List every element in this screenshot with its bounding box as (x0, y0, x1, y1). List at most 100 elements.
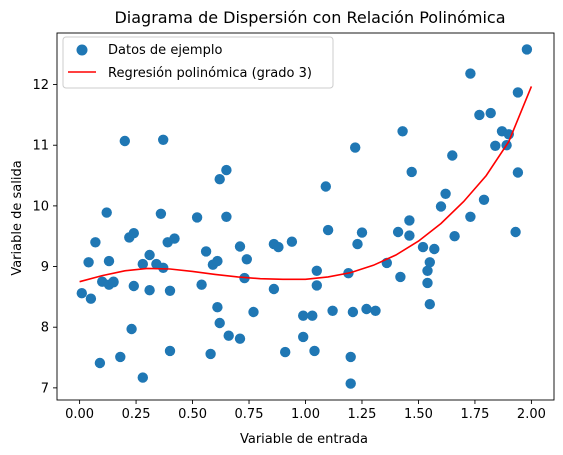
scatter-point (234, 241, 246, 252)
scatter-point (164, 285, 176, 296)
scatter-point (311, 265, 322, 276)
scatter-point (103, 255, 115, 267)
scatter-point (424, 299, 435, 310)
legend-frame (62, 36, 334, 89)
scatter-point (119, 135, 130, 147)
scatter-point (512, 87, 524, 98)
scatter-point (474, 109, 485, 121)
scatter-point (221, 164, 232, 176)
scatter-point (350, 142, 361, 153)
scatter-point (490, 140, 501, 151)
scatter-point (241, 254, 252, 265)
x-tick-label: 0.50 (178, 407, 207, 422)
scatter-point (521, 44, 533, 55)
scatter-point (395, 271, 406, 283)
y-tick-label: 12 (32, 78, 49, 93)
scatter-point (449, 231, 460, 242)
scatter-point (361, 303, 372, 315)
scatter-point (429, 243, 440, 255)
scatter-point (356, 227, 368, 238)
scatter-point (268, 283, 280, 295)
x-tick-label: 0.00 (65, 407, 94, 422)
scatter-point (137, 372, 148, 383)
scatter-point (155, 208, 167, 219)
scatter-point (307, 310, 318, 321)
scatter-point (196, 279, 207, 290)
scatter-point (404, 215, 415, 226)
scatter-point (485, 107, 496, 119)
chart-title: Diagrama de Dispersión con Relación Poli… (114, 8, 505, 27)
scatter-point (311, 280, 322, 291)
scatter-point (90, 237, 101, 248)
scatter-point (397, 126, 408, 137)
x-tick-label: 1.25 (348, 407, 377, 422)
plot-area: 0.00 0.25 0.50 0.75 1.00 1.25 1.50 1.75 2.00 7 8 9 1… (32, 32, 555, 422)
scatter-point (214, 174, 225, 185)
scatter-point (76, 288, 88, 299)
x-tick-label: 1.50 (404, 407, 433, 422)
scatter-point (447, 150, 458, 161)
legend-label-line: Regresión polinómica (grado 3) (108, 66, 312, 81)
y-tick-label: 9 (41, 260, 49, 275)
scatter-point (273, 241, 284, 253)
scatter-point (424, 257, 435, 268)
scatter-point (347, 306, 359, 318)
scatter-point (435, 201, 447, 212)
scatter-point (169, 233, 180, 244)
scatter-point (352, 238, 363, 250)
x-tick-label: 0.75 (235, 407, 264, 422)
x-tick-label: 1.75 (460, 407, 489, 422)
x-tick-label: 1.00 (291, 407, 320, 422)
scatter-point (83, 257, 94, 268)
scatter-point (370, 305, 381, 316)
regression-line (79, 86, 533, 283)
scatter-point (280, 346, 291, 358)
scatter-point (512, 167, 524, 178)
scatter-point (320, 181, 331, 192)
scatter-point (465, 211, 476, 222)
scatter-point (404, 230, 415, 241)
scatter-point (392, 226, 404, 238)
y-tick-label: 10 (32, 199, 49, 214)
legend: Datos de ejemplo Regresión polinómica (g… (62, 36, 334, 89)
scatter-point (309, 345, 320, 357)
scatter-point (200, 246, 212, 257)
scatter-point (422, 265, 433, 276)
scatter-point (108, 276, 119, 287)
scatter-point (205, 348, 216, 360)
x-tick-label: 0.25 (122, 407, 151, 422)
scatter-point (212, 255, 223, 267)
scatter-point (234, 333, 246, 344)
y-tick-label: 8 (41, 321, 49, 336)
scatter-point (126, 323, 137, 335)
scatter-point (214, 317, 225, 329)
scatter-point (158, 262, 169, 273)
scatter-point (322, 224, 334, 236)
scatter-point (345, 378, 356, 389)
scatter-point (510, 226, 521, 238)
scatter-point (101, 207, 112, 218)
y-axis-label: Variable de salida (10, 160, 25, 275)
scatter-point (422, 277, 433, 289)
scatter-point (478, 194, 490, 205)
scatter-point (406, 166, 417, 178)
scatter-point (164, 345, 176, 357)
scatter-point (144, 249, 155, 261)
scatter-point (223, 330, 234, 341)
scatter-point (465, 68, 476, 79)
legend-label-scatter: Datos de ejemplo (108, 43, 222, 58)
scatter-point (158, 134, 169, 145)
x-tick-label: 2.00 (517, 407, 546, 422)
scatter-point (85, 293, 97, 304)
y-tick-label: 7 (41, 381, 49, 396)
scatter-point (144, 285, 155, 296)
scatter-point (248, 306, 259, 318)
y-tick-label: 11 (32, 139, 49, 154)
scatter-point (345, 351, 356, 363)
scatter-point (298, 331, 309, 343)
scatter-point (115, 351, 126, 363)
scatter-point (191, 212, 203, 223)
scatter-point (298, 310, 309, 321)
x-axis-label: Variable de entrada (240, 432, 368, 447)
